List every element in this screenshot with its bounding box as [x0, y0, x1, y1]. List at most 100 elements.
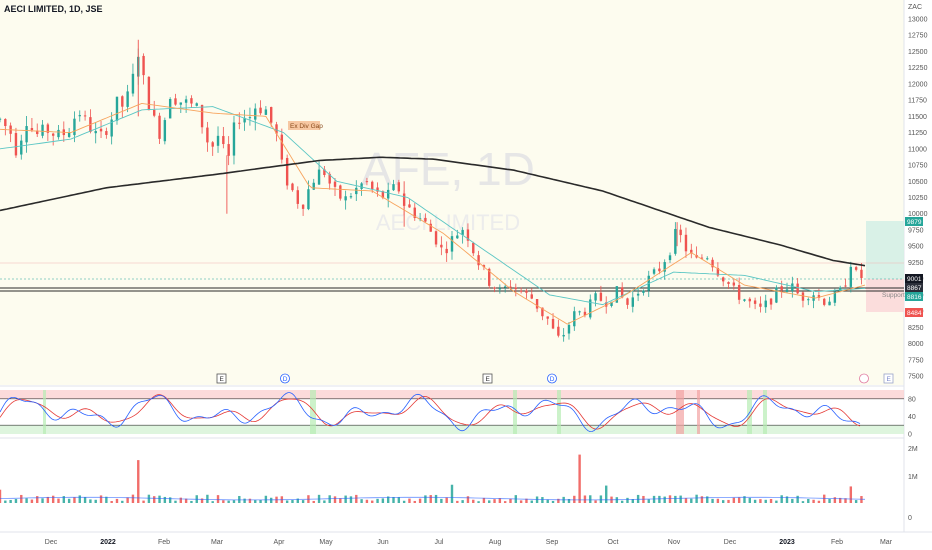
signal-highlight [557, 390, 561, 434]
volume-bar [20, 494, 23, 503]
candle-body [179, 102, 182, 105]
volume-bar [700, 496, 704, 503]
candle-body [99, 128, 103, 132]
volume-bar [567, 498, 571, 503]
candle-body [147, 76, 151, 111]
price-pane[interactable] [0, 0, 904, 385]
volume-bar [158, 495, 161, 503]
candle-body [285, 157, 289, 186]
time-axis[interactable]: Dec 2022 Feb Mar Apr May Jun Jul Aug Sep Oct Nov Dec… [45, 539, 893, 546]
candle-body [594, 293, 597, 301]
candle-body [153, 109, 156, 116]
candle-body [599, 292, 603, 301]
candle-body [690, 249, 693, 254]
stoch-d-line [0, 394, 861, 430]
volume-bar [264, 495, 268, 503]
price-tick-label: 10750 [908, 163, 928, 170]
event-markers[interactable]: E D E D E [216, 373, 894, 384]
volume-bar [737, 497, 741, 503]
volume-tick-label: 1M [908, 474, 918, 481]
price-tick-label: 8000 [908, 341, 924, 348]
volume-bar [472, 499, 475, 503]
volume-bar [519, 500, 523, 503]
candle-body [456, 235, 459, 239]
volume-bar [812, 499, 815, 503]
candle-body [849, 266, 853, 287]
earnings-marker[interactable] [883, 373, 894, 384]
candle-body [121, 96, 124, 107]
candle-body [817, 295, 821, 298]
volume-bar [817, 500, 821, 503]
volume-bar [541, 497, 544, 503]
candle-body [477, 255, 480, 266]
volume-bar [679, 495, 682, 503]
volume-bar [227, 500, 230, 503]
volume-bar [83, 497, 87, 503]
volume-bar [333, 496, 337, 503]
volume-bar [418, 498, 422, 503]
time-tick-label: Mar [880, 539, 893, 546]
candle-body [25, 126, 28, 143]
volume-bar [105, 496, 108, 503]
volume-bar [46, 496, 50, 503]
candle-body [174, 98, 177, 105]
dividend-marker[interactable] [280, 373, 290, 384]
volume-bar [429, 495, 432, 503]
volume-bar [849, 486, 853, 503]
candle-body [190, 98, 193, 104]
candle-body [573, 311, 576, 327]
candle-body [14, 133, 18, 156]
volume-bar [301, 500, 305, 503]
price-tick-label: 7750 [908, 357, 924, 364]
volume-bar [153, 496, 156, 503]
volume-bar [137, 460, 140, 503]
volume-bar [381, 498, 385, 503]
price-tick-label: 11000 [908, 146, 927, 153]
candle-body [791, 283, 794, 291]
candle-body [626, 298, 629, 305]
loss-zone[interactable] [866, 279, 904, 312]
volume-bar [769, 499, 773, 503]
split-icon[interactable] [859, 373, 869, 384]
volume-bar [339, 498, 342, 503]
dividend-marker[interactable] [547, 373, 557, 384]
earnings-marker[interactable] [482, 373, 493, 384]
candle-body [493, 287, 496, 289]
candle-body [679, 229, 682, 236]
profit-zone[interactable] [866, 221, 904, 279]
candle-body [759, 303, 762, 307]
volume-bar [573, 495, 576, 503]
candle-body [610, 301, 613, 306]
volume-bar [222, 500, 225, 503]
volume-bar [78, 495, 81, 503]
price-axis[interactable]: 13000 12750 12500 12250 12000 11750 11500 11250… [908, 17, 928, 381]
candle-body [328, 173, 331, 184]
volume-tick-label: 2M [908, 446, 918, 453]
volume-bar [376, 498, 379, 503]
candle-body [94, 131, 97, 134]
volume-bar [509, 498, 512, 503]
volume-bar [711, 498, 714, 503]
volume-bar [285, 500, 289, 503]
candle-body [131, 73, 135, 94]
candle-body [743, 299, 746, 301]
candle-body [833, 291, 837, 303]
volume-bar [456, 500, 459, 503]
candle-body [807, 299, 810, 301]
candle-body [312, 182, 315, 190]
dividend-marker-label: D [550, 376, 555, 383]
time-tick-label: Feb [831, 539, 843, 546]
candle-body [4, 119, 7, 127]
ex-div-gap-tag[interactable] [288, 121, 320, 130]
candle-body [461, 229, 464, 235]
volume-bar [89, 499, 92, 503]
candle-body [636, 293, 640, 296]
candle-body [381, 191, 385, 198]
time-tick-label: Apr [274, 539, 286, 546]
candle-body [115, 96, 119, 121]
earnings-marker[interactable] [216, 373, 227, 384]
candle-body [83, 115, 87, 117]
candle-body [259, 107, 262, 114]
volume-bar [695, 494, 698, 503]
